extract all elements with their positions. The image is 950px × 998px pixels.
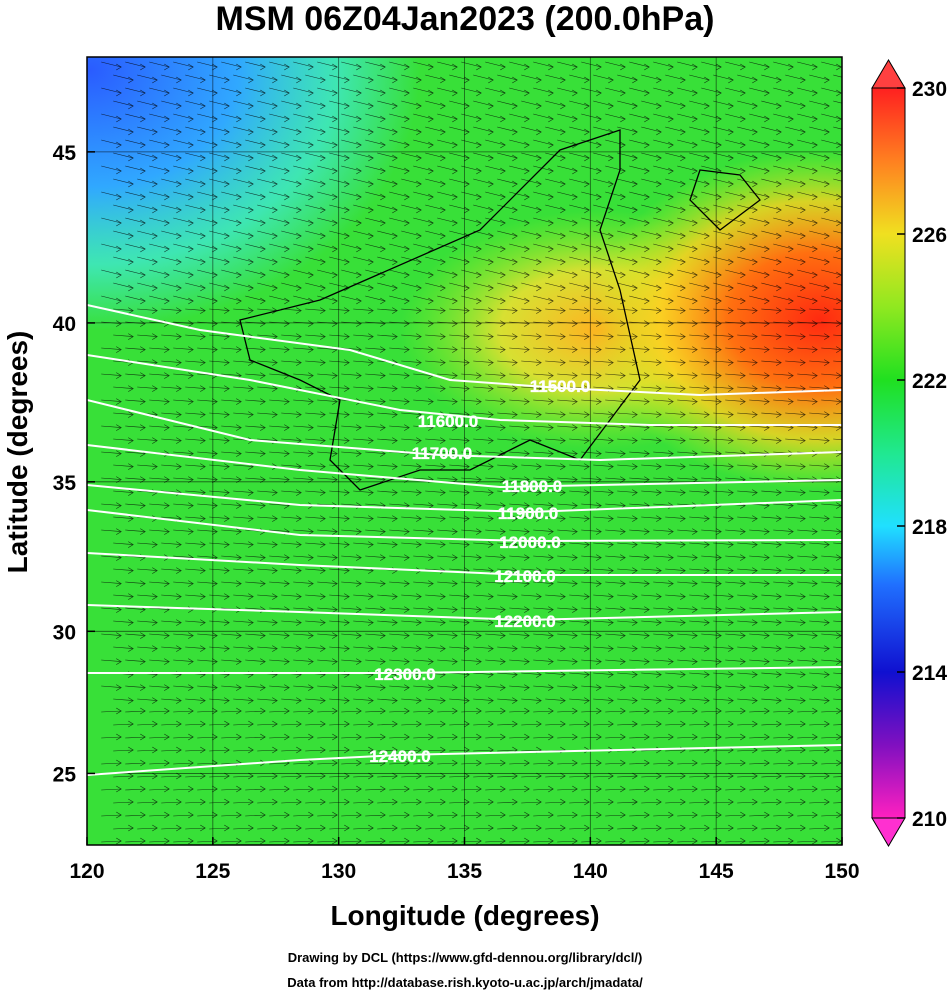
x-tick-label: 140 xyxy=(573,860,608,883)
contour-label: 11600.0 xyxy=(418,412,479,431)
colorbar-tick-label: 210 xyxy=(912,808,947,831)
cold-region xyxy=(87,57,420,330)
x-tick-label: 135 xyxy=(447,860,482,883)
y-axis-label: Latitude (degrees) xyxy=(2,331,33,574)
y-tick-label: 45 xyxy=(53,142,77,165)
y-tick-label: 40 xyxy=(53,313,76,336)
y-tick-label: 35 xyxy=(53,472,77,495)
contours: 11500.0 11600.0 11700.0 11800.0 11900.0 12000… xyxy=(87,304,842,776)
colorbar-tick-label: 214 xyxy=(912,662,947,685)
colorbar-tick-label: 222 xyxy=(912,370,947,393)
x-tick-label: 130 xyxy=(321,860,356,883)
contour-line xyxy=(87,354,842,426)
contour-line xyxy=(87,304,842,397)
contour-line xyxy=(87,399,842,462)
credit: Data from http://database.rish.kyoto-u.a… xyxy=(287,975,643,990)
x-tick-label: 150 xyxy=(824,860,859,883)
contour-label: 12400.0 xyxy=(369,747,430,766)
colorbar-top-extension xyxy=(871,59,906,89)
x-tick-label: 125 xyxy=(195,860,230,883)
contour-label: 12300.0 xyxy=(374,665,435,684)
y-tick-label: 25 xyxy=(53,763,77,786)
x-tick-label: 145 xyxy=(699,860,734,883)
contour-label: 12000.0 xyxy=(499,533,560,552)
colorbar-tick-label: 226 xyxy=(912,224,947,247)
contour-label: 11500.0 xyxy=(530,377,591,396)
y-tick-label: 30 xyxy=(53,621,76,644)
coastline xyxy=(239,129,761,491)
credit: Drawing by DCL (https://www.gfd-dennou.o… xyxy=(288,950,643,965)
colorbar-bottom-extension xyxy=(871,817,906,847)
contour-line xyxy=(87,552,842,576)
x-tick-label: 120 xyxy=(69,860,104,883)
contour-label: 11800.0 xyxy=(502,477,563,496)
x-axis-label: Longitude (degrees) xyxy=(330,900,599,931)
contour-line xyxy=(87,444,842,489)
contour-label: 11900.0 xyxy=(498,504,559,523)
grid xyxy=(87,57,842,845)
contour-line xyxy=(87,604,842,622)
colorbar xyxy=(871,87,906,819)
contour-label: 12100.0 xyxy=(494,567,555,586)
colorbar-tick-label: 218 xyxy=(912,516,947,539)
contour-line xyxy=(87,484,842,514)
contour-line xyxy=(87,509,842,543)
contour-label: 11700.0 xyxy=(412,444,473,463)
contour-label: 12200.0 xyxy=(494,612,555,631)
contour-line xyxy=(87,666,842,674)
title: MSM 06Z04Jan2023 (200.0hPa) xyxy=(216,0,715,38)
field: 11500.0 11600.0 11700.0 11800.0 11900.0 12000… xyxy=(87,57,842,845)
contour-line xyxy=(87,744,842,776)
colorbar-tick-label: 230 xyxy=(912,78,947,101)
